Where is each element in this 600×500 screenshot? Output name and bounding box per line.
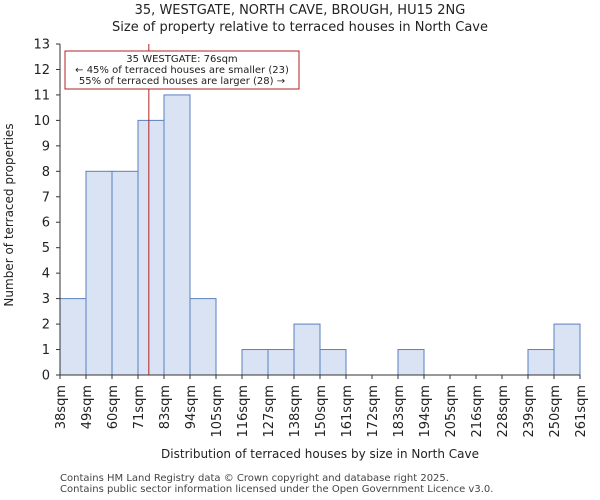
- annotation-line-2: ← 45% of terraced houses are smaller (23…: [75, 65, 289, 76]
- y-axis-label: Number of terraced properties: [2, 123, 16, 306]
- x-tick-label-60sqm: 60sqm: [106, 385, 121, 429]
- bar-49sqm: [85, 170, 113, 376]
- x-tick-label-228sqm: 228sqm: [496, 385, 511, 438]
- x-tick-label-127sqm: 127sqm: [262, 385, 277, 438]
- x-tick-label-183sqm: 183sqm: [392, 385, 407, 438]
- y-tick-label-10: 10: [33, 114, 50, 129]
- bars-layer: [59, 94, 581, 376]
- x-tick-label-38sqm: 38sqm: [54, 385, 69, 429]
- bar-83sqm: [163, 94, 191, 376]
- y-tick-label-11: 11: [33, 88, 50, 103]
- chart-subtitle: Size of property relative to terraced ho…: [112, 20, 488, 35]
- y-tick-label-9: 9: [42, 139, 50, 154]
- y-tick-label-7: 7: [42, 190, 50, 205]
- bar-150sqm: [319, 349, 347, 376]
- bar-183sqm: [397, 349, 425, 376]
- x-tick-label-194sqm: 194sqm: [418, 385, 433, 438]
- y-tick-label-8: 8: [42, 165, 50, 180]
- x-tick-label-172sqm: 172sqm: [366, 385, 381, 438]
- chart-title: 35, WESTGATE, NORTH CAVE, BROUGH, HU15 2…: [134, 3, 466, 18]
- bar-138sqm: [293, 323, 321, 376]
- bar-127sqm: [267, 349, 295, 376]
- bar-71sqm: [137, 119, 165, 376]
- bar-60sqm: [111, 170, 139, 376]
- x-tick-label-239sqm: 239sqm: [522, 385, 537, 438]
- y-tick-label-2: 2: [42, 318, 50, 333]
- bar-250sqm: [553, 323, 581, 376]
- footer-line-1: Contains HM Land Registry data © Crown c…: [60, 473, 449, 484]
- y-tick-label-0: 0: [42, 369, 50, 384]
- y-tick-label-3: 3: [42, 292, 50, 307]
- bar-239sqm: [527, 349, 555, 376]
- x-axis-label: Distribution of terraced houses by size …: [161, 447, 479, 461]
- bar-116sqm: [241, 349, 269, 376]
- x-tick-label-105sqm: 105sqm: [210, 385, 225, 438]
- x-tick-label-116sqm: 116sqm: [236, 385, 251, 438]
- x-tick-label-150sqm: 150sqm: [314, 385, 329, 438]
- x-tick-label-205sqm: 205sqm: [444, 385, 459, 438]
- footer-line-2: Contains public sector information licen…: [60, 484, 494, 495]
- y-tick-label-13: 13: [33, 38, 50, 53]
- marker-layer: 35 WESTGATE: 76sqm← 45% of terraced hous…: [64, 44, 300, 375]
- annotation-line-1: 35 WESTGATE: 76sqm: [126, 54, 237, 65]
- x-tick-label-216sqm: 216sqm: [470, 385, 485, 438]
- y-tick-label-5: 5: [42, 241, 50, 256]
- bar-94sqm: [189, 298, 217, 376]
- annotation-box: [64, 50, 300, 90]
- x-tick-label-250sqm: 250sqm: [548, 385, 563, 438]
- x-tick-label-161sqm: 161sqm: [340, 385, 355, 438]
- x-tick-label-261sqm: 261sqm: [574, 385, 589, 438]
- y-tick-label-12: 12: [33, 63, 50, 78]
- y-tick-label-1: 1: [42, 343, 50, 358]
- annotation-line-3: 55% of terraced houses are larger (28) →: [79, 76, 285, 87]
- y-tick-label-4: 4: [42, 267, 50, 282]
- x-tick-label-83sqm: 83sqm: [158, 385, 173, 429]
- x-tick-label-94sqm: 94sqm: [184, 385, 199, 429]
- bar-38sqm: [59, 298, 87, 376]
- x-tick-label-71sqm: 71sqm: [132, 385, 147, 429]
- y-tick-label-6: 6: [42, 216, 50, 231]
- x-tick-label-49sqm: 49sqm: [80, 385, 95, 429]
- x-tick-label-138sqm: 138sqm: [288, 385, 303, 438]
